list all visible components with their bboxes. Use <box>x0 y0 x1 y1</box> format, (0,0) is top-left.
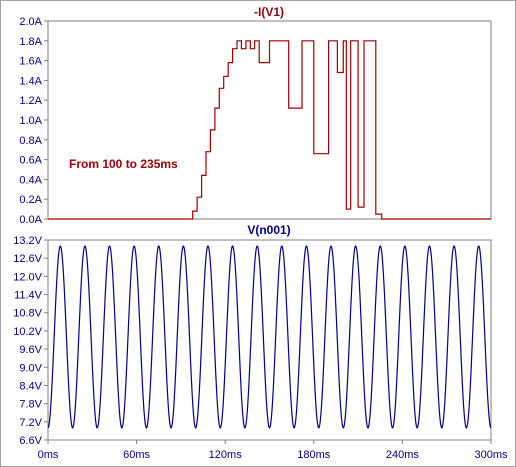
y-voltage-tick-label: 13.2V <box>13 235 42 247</box>
y-current-tick-label: 2.0A <box>19 16 42 28</box>
x-tick-label: 0ms <box>38 449 59 461</box>
y-voltage-tick-label: 12.0V <box>13 271 42 283</box>
y-current-tick-label: 0.6A <box>19 155 42 167</box>
y-voltage-tick-label: 11.4V <box>14 290 43 302</box>
y-voltage-tick-label: 12.6V <box>13 253 42 265</box>
y-current-tick-label: 1.0A <box>19 115 42 127</box>
y-current-tick-label: 1.6A <box>19 56 42 68</box>
voltage-trace <box>47 245 492 429</box>
x-tick-label: 300ms <box>474 449 508 461</box>
chart-title-current: -I(V1) <box>254 5 284 19</box>
pane-voltage-frame <box>47 239 492 441</box>
y-current-tick-label: 0.2A <box>19 194 42 206</box>
x-tick-label: 180ms <box>297 449 331 461</box>
x-tick-label: 60ms <box>123 449 150 461</box>
y-voltage-tick-label: 6.6V <box>19 435 42 447</box>
y-voltage-tick-label: 7.8V <box>19 399 42 411</box>
x-ticks: 0ms 60ms 120ms 180ms 240ms 300ms <box>38 440 508 461</box>
y-current-tick-label: 0.0A <box>19 214 42 226</box>
y-ticks-voltage: 6.6V 7.2V 7.8V 8.4V 9.0V 9.6V 10.2V 10.8V 11.4V 1… <box>13 235 48 447</box>
x-tick-label: 240ms <box>386 449 420 461</box>
y-voltage-tick-label: 9.6V <box>19 344 42 356</box>
y-voltage-tick-label: 8.4V <box>19 380 42 392</box>
y-ticks-current: 0.0A 0.2A 0.4A 0.6A 0.8A 1.0A 1.2A 1.4A 1.6A 1.8A… <box>19 16 48 226</box>
y-current-tick-label: 1.8A <box>19 36 42 48</box>
y-voltage-tick-label: 9.0V <box>19 362 42 374</box>
y-voltage-tick-label: 10.8V <box>13 308 42 320</box>
y-voltage-tick-label: 10.2V <box>13 326 42 338</box>
y-current-tick-label: 1.2A <box>19 95 42 107</box>
y-voltage-tick-label: 7.2V <box>19 417 42 429</box>
y-current-tick-label: 1.4A <box>19 75 42 87</box>
y-current-tick-label: 0.8A <box>19 135 42 147</box>
y-current-tick-label: 0.4A <box>19 174 42 186</box>
chart-title-voltage: V(n001) <box>247 223 290 237</box>
current-trace <box>48 40 491 220</box>
x-tick-label: 120ms <box>209 449 243 461</box>
annotation-label: From 100 to 235ms <box>69 157 178 171</box>
